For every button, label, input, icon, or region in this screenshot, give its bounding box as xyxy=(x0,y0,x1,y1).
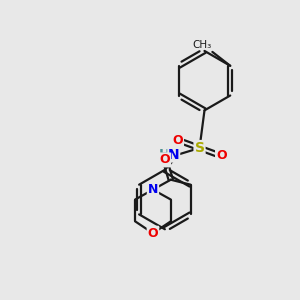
Text: O: O xyxy=(172,134,183,147)
Text: H: H xyxy=(158,148,169,161)
Text: O: O xyxy=(160,153,170,167)
Text: CH₃: CH₃ xyxy=(192,40,212,50)
Text: O: O xyxy=(148,227,158,240)
Text: N: N xyxy=(148,183,158,196)
Text: N: N xyxy=(168,148,180,162)
Text: S: S xyxy=(194,141,205,155)
Text: O: O xyxy=(216,149,226,162)
